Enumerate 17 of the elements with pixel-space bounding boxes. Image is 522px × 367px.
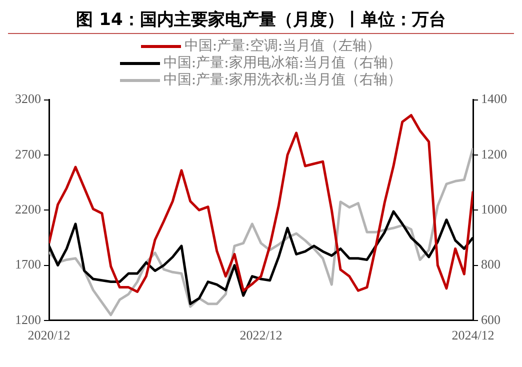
y-tick-label: 1200	[15, 312, 41, 327]
y2-tick-label: 800	[481, 256, 500, 272]
chart-title: 图 14：国内主要家电产量（月度）丨单位：万台	[76, 10, 446, 30]
legend-label: 中国:产量:空调:当月值（左轴）	[184, 38, 381, 55]
y2-tick-label: 1000	[481, 202, 507, 217]
y2-tick-label: 1200	[481, 146, 507, 162]
y2-tick-label: 600	[481, 312, 500, 327]
y2-tick-label: 1400	[481, 91, 507, 106]
y-tick-label: 3200	[15, 91, 41, 106]
x-tick-label: 2022/12	[240, 328, 282, 343]
legend-label: 中国:产量:家用洗衣机:当月值（右轴）	[163, 72, 402, 89]
y-tick-label: 2700	[15, 146, 41, 162]
x-tick-label: 2020/12	[28, 328, 70, 343]
y-tick-label: 2200	[15, 202, 41, 217]
legend-label: 中国:产量:家用电冰箱:当月值（右轴）	[163, 55, 402, 72]
x-tick-label: 2024/12	[452, 328, 494, 343]
y-tick-label: 1700	[15, 256, 41, 272]
